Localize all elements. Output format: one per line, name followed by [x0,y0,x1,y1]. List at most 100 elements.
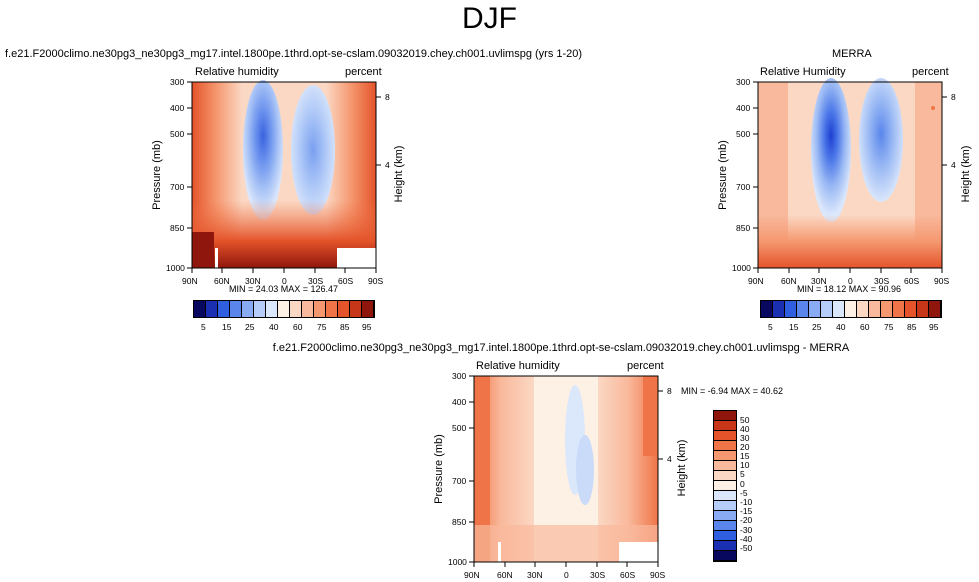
colorbar-label: 25 [812,322,822,332]
colorbar-label: 40 [836,322,846,332]
colorbar-label: 0 [740,479,745,489]
panel-diff-lat-tick: 30N [527,570,543,580]
panel-diff-lat-tick: 90N [464,570,480,580]
panel-diff-colorbar [713,410,737,562]
colorbar-swatch [857,301,869,317]
colorbar-label: -10 [740,497,753,507]
colorbar-label: 15 [789,322,799,332]
colorbar-label: 20 [740,442,750,452]
panel-diff-lat-tick: 60S [620,570,636,580]
panel-model-lat-tick: 90N [182,276,198,286]
panel-model-lat-tick: 60S [338,276,354,286]
colorbar-label: 85 [907,322,917,332]
colorbar-label: 30 [740,433,750,443]
colorbar-label: 60 [860,322,870,332]
panel-model-pressure-tick: 500 [170,129,185,139]
panel-model-colorbar [193,300,375,318]
panel-model-title: f.e21.F2000climo.ne30pg3_ne30pg3_mg17.in… [5,48,583,60]
panel-obs-pressure-tick: 300 [736,77,751,87]
colorbar-label: 75 [317,322,327,332]
panel-diff-pressure-tick: 850 [452,517,467,527]
colorbar-swatch [714,531,736,541]
panel-obs-lat-tick: 90S [934,276,950,286]
colorbar-label: -15 [740,506,753,516]
panel-obs-lat-tick: 90N [748,276,764,286]
colorbar-swatch [714,431,736,441]
figure-title: DJF [462,2,517,35]
colorbar-label: 85 [340,322,350,332]
panel-obs-pressure-tick: 400 [736,103,751,113]
panel-obs-lat-tick: 0 [848,276,853,286]
colorbar-swatch [254,301,266,317]
colorbar-swatch [338,301,350,317]
colorbar-swatch [714,471,736,481]
panel-diff-pressure-tick: 400 [452,397,467,407]
colorbar-label: 10 [740,460,750,470]
colorbar-swatch [761,301,773,317]
panel-obs-units-label: percent [912,66,949,78]
colorbar-label: 50 [740,415,750,425]
colorbar-swatch [302,301,314,317]
panel-diff-title: f.e21.F2000climo.ne30pg3_ne30pg3_mg17.in… [272,342,850,354]
panel-diff-lat-tick: 60N [497,570,513,580]
colorbar-swatch [714,501,736,511]
colorbar-swatch [797,301,809,317]
colorbar-label: 5 [201,322,206,332]
colorbar-swatch [714,411,736,421]
colorbar-label: -40 [740,534,753,544]
panel-model-pressure-tick: 850 [170,223,185,233]
panel-obs-pressure-tick: 850 [736,223,751,233]
panel-diff-pressure-tick: 700 [452,476,467,486]
colorbar-swatch [230,301,242,317]
panel-obs-lat-tick: 30S [874,276,890,286]
panel-obs-height-tick: 4 [951,160,956,170]
panel-diff-lat-tick: 30S [590,570,606,580]
panel-diff-stats: MIN = -6.94 MAX = 40.62 [681,386,784,396]
panel-diff-ylabel-right: Height (km) [676,439,688,497]
panel-model-lat-tick: 30N [245,276,261,286]
panel-model-lat-tick: 60N [214,276,230,286]
colorbar-swatch [929,301,941,317]
colorbar-label: 40 [740,424,750,434]
colorbar-swatch [714,441,736,451]
panel-obs-pressure-tick: 1000 [732,263,751,273]
colorbar-label: 15 [222,322,232,332]
panel-diff-units-label: percent [627,360,664,372]
colorbar-swatch [869,301,881,317]
colorbar-swatch [218,301,230,317]
colorbar-label: 5 [740,469,745,479]
colorbar-swatch [194,301,206,317]
colorbar-swatch [714,461,736,471]
panel-obs-height-tick: 8 [951,92,956,102]
colorbar-swatch [785,301,797,317]
colorbar-swatch [893,301,905,317]
colorbar-swatch [833,301,845,317]
panel-diff-field [474,376,658,562]
panel-model-pressure-tick: 700 [170,182,185,192]
panel-diff-pressure-tick: 1000 [448,557,467,567]
colorbar-swatch [714,551,736,561]
colorbar-label: 75 [884,322,894,332]
panel-obs-lat-tick: 60N [781,276,797,286]
colorbar-swatch [714,421,736,431]
panel-model-stats: MIN = 24.03 MAX = 126.47 [229,284,339,294]
colorbar-swatch [773,301,785,317]
panel-model-var-label: Relative humidity [195,66,279,78]
panel-diff-pressure-tick: 300 [452,371,467,381]
colorbar-label: -5 [740,488,748,498]
colorbar-swatch [714,481,736,491]
panel-obs-lat-tick: 30N [811,276,827,286]
panel-obs-var-label: Relative Humidity [760,66,846,78]
colorbar-label: -30 [740,525,753,535]
panel-diff-height-tick: 8 [667,386,672,396]
panel-model-pressure-tick: 1000 [166,263,185,273]
colorbar-swatch [206,301,218,317]
panel-model-units-label: percent [345,66,382,78]
colorbar-swatch [809,301,821,317]
panel-model-field [192,80,376,268]
colorbar-swatch [714,541,736,551]
colorbar-swatch [714,511,736,521]
panel-model-lat-tick: 30S [308,276,324,286]
